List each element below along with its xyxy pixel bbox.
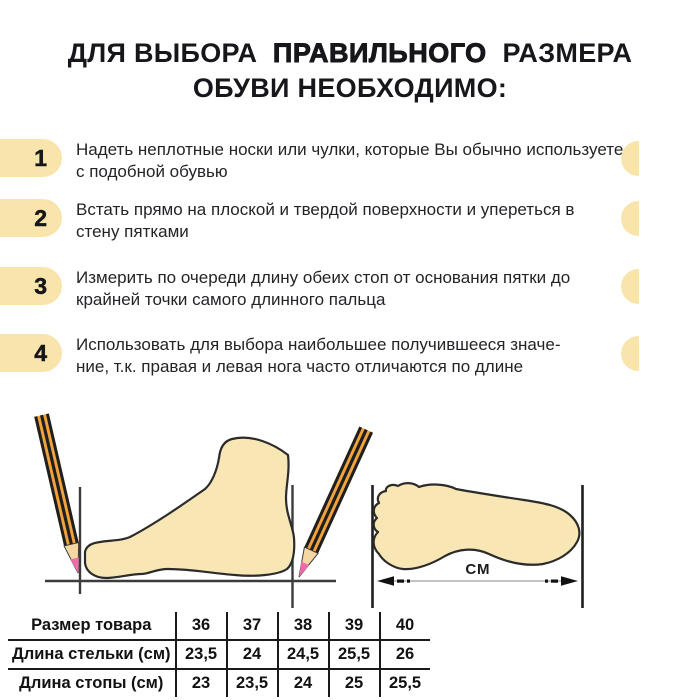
- size-cell: 36: [174, 612, 227, 640]
- table-row-size: Размер товара 36 37 38 39 40: [8, 612, 430, 640]
- pencil-left-icon: [33, 412, 86, 576]
- step-number: 1: [34, 144, 47, 171]
- measurement-illustration: см: [33, 412, 584, 608]
- insole-cell: 26: [378, 639, 430, 669]
- step-number-badge: 4: [0, 334, 62, 372]
- title-line2: ОБУВИ НЕОБХОДИМО:: [192, 73, 508, 103]
- right-accent-tab: [621, 201, 639, 236]
- footprint-outline: [372, 482, 581, 571]
- size-cell: 37: [225, 612, 278, 640]
- step-item-4: 4 Использовать для выбора наибольшее пол…: [0, 334, 700, 382]
- step-text-line2: ние, т.к. правая и левая нога часто отли…: [76, 357, 524, 376]
- length-arrow: [377, 576, 578, 586]
- step-item-1: 1 Надеть неплотные носки или чулки, кото…: [0, 139, 700, 187]
- size-cell: 40: [378, 612, 430, 640]
- right-accent-tab: [621, 336, 639, 371]
- step-number: 4: [34, 339, 47, 366]
- step-text-line1: Надеть неплотные носки или чулки, которы…: [76, 140, 624, 159]
- foot-cell: 25,5: [378, 668, 430, 697]
- foot-cell: 23: [174, 668, 227, 697]
- title-suffix: РАЗМЕРА: [502, 38, 633, 68]
- foot-cell: 24: [276, 668, 329, 697]
- step-number: 3: [34, 272, 47, 299]
- row-label: Размер товара: [31, 616, 152, 634]
- foot-side-outline: [83, 436, 296, 580]
- title-prefix: ДЛЯ ВЫБОРА: [67, 38, 266, 68]
- step-number-badge: 3: [0, 267, 62, 305]
- table-row-insole-length: Длина стельки (см) 23,5 24 24,5 25,5 26: [8, 639, 430, 669]
- pencil-right-icon: [291, 425, 374, 581]
- insole-cell: 24: [225, 639, 278, 669]
- step-text-line1: Измерить по очереди длину обеих стоп от …: [76, 268, 571, 287]
- step-text: Встать прямо на плоской и твердой поверх…: [76, 199, 656, 243]
- row-label: Длина стопы (см): [8, 668, 176, 697]
- step-number-badge: 1: [0, 139, 62, 177]
- foot-cell: 23,5: [225, 668, 278, 697]
- table-row-foot-length: Длина стопы (см) 23 23,5 24 25 25,5: [8, 668, 430, 697]
- foot-cell: 25: [327, 668, 380, 697]
- right-accent-tab: [621, 141, 639, 176]
- size-cell: 39: [327, 612, 380, 640]
- step-item-2: 2 Встать прямо на плоской и твердой пове…: [0, 199, 700, 247]
- size-table: Размер товара 36 37 38 39 40 Длина стель…: [8, 612, 430, 697]
- step-text-line1: Использовать для выбора наибольшее получ…: [76, 335, 561, 354]
- right-accent-tab: [621, 269, 639, 304]
- step-text-line1: Встать прямо на плоской и твердой поверх…: [76, 200, 575, 219]
- step-text-line2: крайней точки самого длинного пальца: [76, 290, 386, 309]
- page-title: ДЛЯ ВЫБОРА ПРАВИЛЬНОГО РАЗМЕРА ОБУВИ НЕО…: [0, 36, 700, 106]
- insole-cell: 23,5: [174, 639, 227, 669]
- step-text-line2: с подобной обувью: [76, 162, 228, 181]
- insole-cell: 24,5: [276, 639, 329, 669]
- step-text: Измерить по очереди длину обеих стоп от …: [76, 267, 656, 311]
- step-text-line2: стену пятками: [76, 222, 189, 241]
- step-text: Использовать для выбора наибольшее получ…: [76, 334, 656, 378]
- row-label: Длина стельки (см): [8, 639, 176, 669]
- step-item-3: 3 Измерить по очереди длину обеих стоп о…: [0, 267, 700, 315]
- title-highlight: ПРАВИЛЬНОГО: [272, 38, 495, 69]
- step-text: Надеть неплотные носки или чулки, которы…: [76, 139, 656, 183]
- cm-label: см: [465, 561, 490, 578]
- step-number-badge: 2: [0, 199, 62, 237]
- insole-cell: 25,5: [327, 639, 380, 669]
- step-number: 2: [34, 204, 47, 231]
- size-cell: 38: [276, 612, 329, 640]
